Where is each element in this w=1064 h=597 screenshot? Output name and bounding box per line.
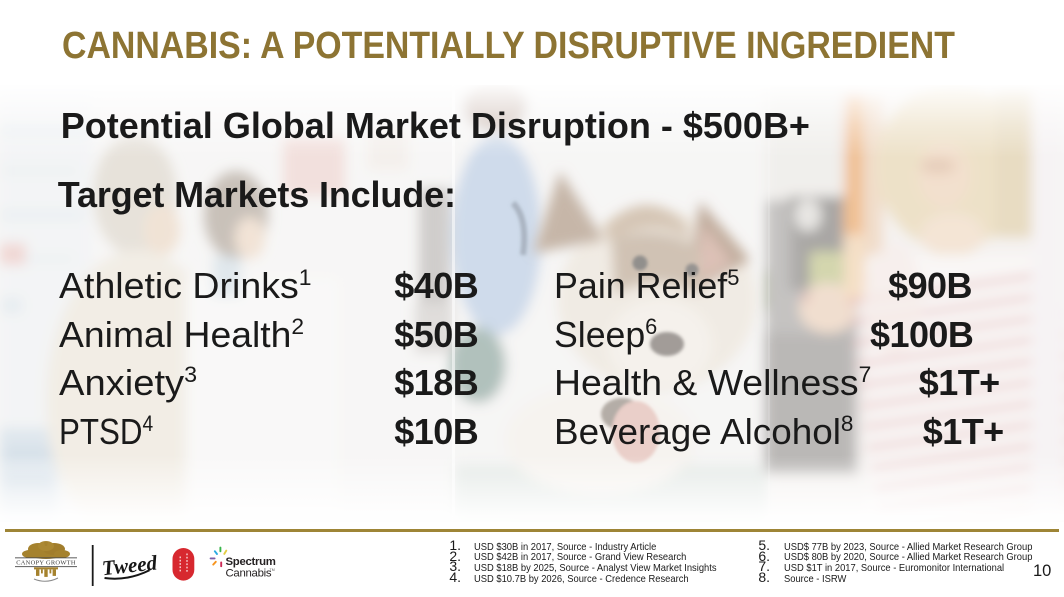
svg-text:CANOPY GROWTH: CANOPY GROWTH	[16, 560, 76, 567]
svg-text:TM: TM	[270, 568, 275, 572]
svg-text:Spectrum: Spectrum	[226, 556, 276, 568]
svg-text:Cannabis: Cannabis	[226, 567, 272, 579]
svg-text:Tweed: Tweed	[101, 550, 159, 580]
